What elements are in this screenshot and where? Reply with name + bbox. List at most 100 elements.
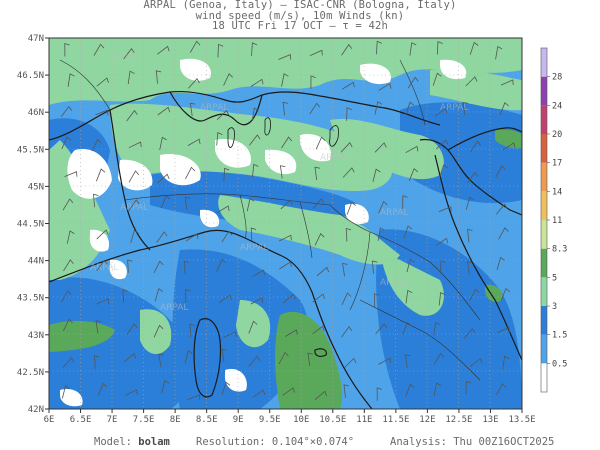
wind-barb — [341, 43, 353, 56]
wind-barb — [469, 288, 480, 301]
wind-barb — [374, 101, 383, 115]
colorbar-label: 24 — [552, 101, 562, 111]
colorbar-swatch — [541, 306, 547, 335]
colorbar-label: 5 — [552, 273, 557, 283]
wind-barb — [498, 227, 509, 240]
wind-barb — [158, 353, 164, 368]
wind-barb — [436, 139, 449, 150]
lon-tick-label: 13E — [482, 415, 498, 425]
lon-tick-label: 10.5E — [319, 415, 346, 425]
wind-barb — [223, 331, 237, 338]
wind-barb — [434, 107, 448, 117]
wind-barb — [378, 357, 392, 365]
map-header: ARPAL (Genoa, Italy) — ISAC-CNR (Bologna… — [0, 0, 600, 32]
wind-barb — [219, 294, 232, 303]
wind-barb — [62, 357, 75, 369]
colorbar-label: 11 — [552, 216, 562, 226]
wind-barb — [372, 168, 381, 182]
wind-barb — [128, 199, 140, 211]
wind-barb — [495, 45, 503, 60]
wind-barb — [403, 225, 413, 239]
lat-tick-label: 45.5N — [17, 145, 44, 155]
wind-barb — [279, 261, 292, 270]
watermark: ARPAL — [120, 203, 148, 213]
watermark: ARPAL — [380, 208, 408, 218]
colorbar: 0.5 1.5 3 5 8.3 11 14 17 20 24 28 — [540, 47, 567, 393]
watermark: ARPAL — [380, 278, 408, 288]
wind-barb — [93, 193, 99, 208]
lon-tick-label: 7E — [107, 415, 118, 425]
wind-barb — [156, 231, 168, 243]
lon-tick-label: 10E — [293, 415, 309, 425]
wind-barb — [248, 355, 261, 367]
lon-tick-label: 11E — [356, 415, 372, 425]
wind-barb — [185, 233, 199, 242]
wind-barb — [246, 197, 255, 212]
wind-barb — [160, 195, 171, 208]
colorbar-swatch — [541, 248, 547, 278]
colorbar-swatch — [541, 105, 547, 134]
wind-barb — [184, 196, 191, 211]
wind-barb — [221, 230, 233, 243]
wind-barb — [402, 321, 412, 335]
wind-barb — [216, 205, 230, 214]
wind-barb — [91, 138, 102, 152]
wind-barb — [309, 49, 323, 56]
wind-barb — [248, 320, 258, 334]
colorbar-swatch — [541, 76, 547, 106]
wind-barb — [463, 328, 476, 340]
lon-tick-label: 6.5E — [70, 415, 92, 425]
wind-barb — [96, 77, 109, 87]
colorbar-swatch — [541, 162, 547, 192]
lon-tick-label: 12.5E — [445, 415, 472, 425]
wind-barb — [341, 81, 355, 90]
wind-barb — [469, 357, 483, 368]
wind-barb — [126, 109, 138, 122]
wind-barb — [62, 318, 73, 332]
wind-barb — [157, 173, 170, 184]
wind-barb — [187, 394, 201, 400]
wind-barb — [375, 323, 388, 335]
lat-tick-label: 44.5N — [17, 220, 44, 230]
wind-barb — [284, 329, 298, 337]
wind-barb — [223, 73, 233, 86]
lon-tick-label: 8E — [170, 415, 181, 425]
wind-barb — [187, 138, 201, 146]
wind-barb — [310, 75, 316, 89]
wind-barb — [346, 107, 352, 121]
lon-tick-label: 12E — [419, 415, 435, 425]
wind-barb — [66, 230, 75, 244]
wind-barb — [466, 261, 473, 275]
wind-barb — [184, 260, 190, 275]
lon-tick-label: 7.5E — [133, 415, 155, 425]
wind-barb — [124, 389, 138, 396]
wind-barb — [161, 379, 170, 394]
wind-barb — [96, 298, 109, 305]
wind-barb — [93, 43, 105, 56]
wind-barb — [500, 79, 514, 86]
wind-barb — [67, 73, 75, 87]
header-valid-time: 18 UTC Fri 17 OCT — τ = 42h — [211, 20, 389, 32]
wind-barb — [374, 142, 387, 153]
wind-barb — [221, 348, 228, 363]
wind-barb — [437, 41, 443, 55]
wind-barb — [157, 106, 171, 116]
lon-tick-label: 11.5E — [382, 415, 409, 425]
wind-barb — [433, 321, 441, 336]
wind-barb — [467, 228, 473, 243]
wind-barb — [343, 384, 349, 398]
wind-barb — [495, 383, 507, 396]
wind-barb — [433, 382, 442, 396]
colorbar-label: 17 — [552, 159, 562, 169]
wind-barb — [126, 323, 138, 335]
wind-barb — [438, 292, 446, 306]
wind-barb — [495, 165, 506, 178]
resolution-value: 0.104°×0.074° — [271, 436, 355, 448]
analysis-label: Analysis: — [390, 436, 447, 448]
wind-barb — [342, 263, 348, 277]
colorbar-swatch — [541, 277, 547, 306]
lat-tick-label: 46.5N — [17, 71, 44, 81]
colorbar-label: 1.5 — [552, 331, 567, 341]
wind-barb — [281, 136, 293, 149]
